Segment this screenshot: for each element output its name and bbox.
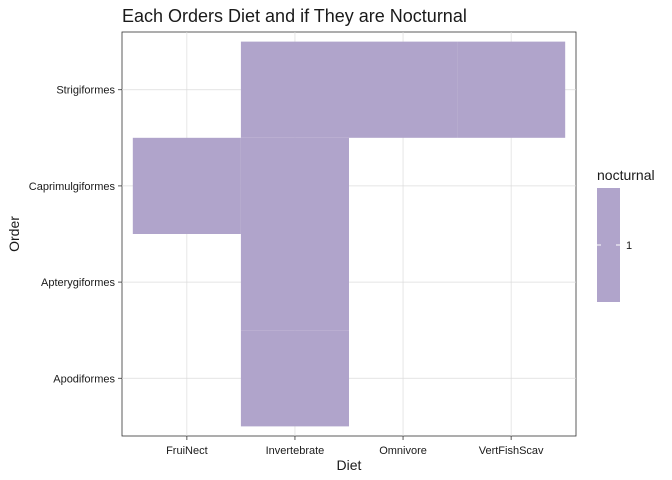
y-tick-label: Strigiformes — [56, 85, 115, 97]
heatmap-tile — [349, 41, 458, 138]
legend-title: nocturnal — [597, 167, 655, 183]
chart-title: Each Orders Diet and if They are Nocturn… — [122, 6, 467, 26]
x-tick-label: Omnivore — [379, 445, 427, 457]
y-tick-label: Apodiformes — [53, 373, 115, 385]
x-tick-label: VertFishScav — [479, 445, 544, 457]
heatmap-tile — [457, 41, 566, 138]
y-axis-title: Order — [6, 216, 22, 252]
x-tick-label: FruiNect — [166, 445, 208, 457]
heatmap-tile — [240, 330, 349, 427]
x-tick-label: Invertebrate — [266, 445, 325, 457]
heatmap-tile — [240, 234, 349, 331]
y-axis: Apodiformes Apterygiformes Caprimulgiforme… — [29, 85, 122, 385]
heatmap-tile — [240, 137, 349, 234]
tiles — [132, 41, 566, 427]
y-tick-label: Caprimulgiformes — [29, 181, 116, 193]
legend: nocturnal 1 — [597, 167, 655, 302]
legend-label: 1 — [626, 240, 632, 252]
heatmap-tile — [132, 137, 241, 234]
legend-swatch — [597, 188, 620, 302]
x-axis-title: Diet — [337, 457, 362, 473]
y-tick-label: Apterygiformes — [41, 277, 115, 289]
heatmap-tile — [240, 41, 349, 138]
x-axis: FruiNect Invertebrate Omnivore VertFishScav — [166, 436, 544, 457]
